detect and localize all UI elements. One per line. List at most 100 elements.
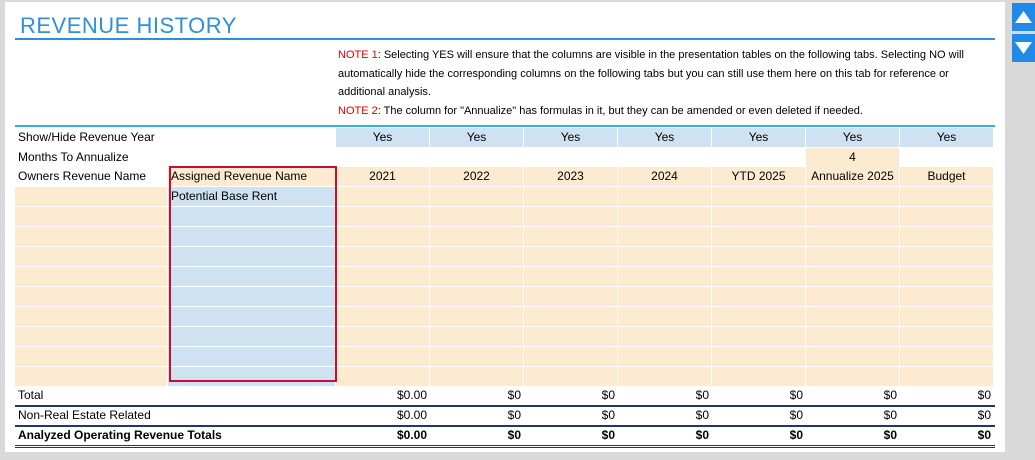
- assigned-name-cell: [168, 207, 335, 226]
- column-header: 2023: [524, 167, 617, 186]
- row-rule: [15, 405, 995, 407]
- total-value: $0.00: [396, 428, 427, 442]
- column-header: YTD 2025: [712, 167, 805, 186]
- data-cell: [430, 327, 523, 346]
- note-label: NOTE 2: [338, 104, 378, 117]
- data-cell: [712, 287, 805, 306]
- data-cell: [524, 327, 617, 346]
- toggle-cell: Yes: [336, 128, 429, 147]
- total-value: $0: [883, 408, 897, 422]
- data-cell: [712, 207, 805, 226]
- data-cell: [336, 267, 429, 286]
- data-cell: [806, 207, 899, 226]
- data-cell: [430, 247, 523, 266]
- total-value: $0.00: [396, 408, 427, 422]
- data-cell: [618, 347, 711, 366]
- row-rule: [15, 445, 995, 446]
- assigned-name-cell: [168, 267, 335, 286]
- data-cell: [900, 327, 993, 346]
- data-cell: [524, 267, 617, 286]
- data-cell: [524, 287, 617, 306]
- total-label: Total: [18, 388, 44, 402]
- data-cell: [900, 207, 993, 226]
- row-rule: [15, 425, 995, 427]
- row-label: Show/Hide Revenue Year: [18, 130, 155, 144]
- data-cell: [806, 247, 899, 266]
- data-cell: [15, 187, 167, 206]
- assigned-name-cell: [168, 287, 335, 306]
- data-cell: [524, 307, 617, 326]
- row-rule: [15, 447, 995, 448]
- data-cell: [900, 187, 993, 206]
- total-value: $0: [695, 428, 709, 442]
- total-value: $0: [789, 408, 803, 422]
- data-cell: [524, 247, 617, 266]
- assigned-name-cell: [168, 247, 335, 266]
- toggle-cell: Yes: [524, 128, 617, 147]
- data-cell: [524, 367, 617, 386]
- data-cell: [712, 347, 805, 366]
- column-header: Assigned Revenue Name: [168, 167, 335, 186]
- data-cell: [430, 207, 523, 226]
- total-value: $0: [977, 428, 991, 442]
- data-cell: [430, 287, 523, 306]
- scroll-down[interactable]: [1012, 34, 1035, 62]
- total-value: $0: [789, 428, 803, 442]
- column-header: 2024: [618, 167, 711, 186]
- data-cell: [336, 367, 429, 386]
- total-value: $0.00: [396, 388, 427, 402]
- data-cell: [15, 287, 167, 306]
- data-cell: [900, 287, 993, 306]
- data-cell: [806, 187, 899, 206]
- total-value: $0: [789, 388, 803, 402]
- selection-box: [169, 166, 337, 382]
- data-cell: [806, 367, 899, 386]
- data-cell: [712, 267, 805, 286]
- row-label: Months To Annualize: [18, 150, 129, 164]
- data-cell: [618, 187, 711, 206]
- data-cell: [806, 307, 899, 326]
- total-value: $0: [977, 408, 991, 422]
- data-cell: [524, 207, 617, 226]
- data-cell: [712, 187, 805, 206]
- data-cell: [806, 287, 899, 306]
- data-cell: [336, 207, 429, 226]
- assigned-name-cell: [168, 307, 335, 326]
- data-cell: [806, 267, 899, 286]
- data-cell: [336, 327, 429, 346]
- sheet: REVENUE HISTORY NOTE 1: Selecting YES wi…: [5, 2, 1005, 452]
- total-value: $0: [601, 428, 615, 442]
- data-cell: [618, 307, 711, 326]
- title: REVENUE HISTORY: [20, 13, 237, 38]
- note: NOTE 2: The column for "Annualize" has f…: [338, 102, 998, 121]
- total-value: $0: [507, 408, 521, 422]
- data-cell: [806, 227, 899, 246]
- data-cell: [15, 247, 167, 266]
- table-rule: [15, 125, 995, 127]
- total-value: $0: [883, 388, 897, 402]
- data-cell: [336, 227, 429, 246]
- data-cell: [430, 187, 523, 206]
- months-cell: 4: [806, 148, 899, 167]
- data-cell: [15, 267, 167, 286]
- column-header: Annualize 2025: [806, 167, 899, 186]
- data-cell: [336, 187, 429, 206]
- scroll-up[interactable]: [1012, 3, 1035, 31]
- data-cell: [15, 227, 167, 246]
- data-cell: [618, 287, 711, 306]
- data-cell: [15, 327, 167, 346]
- total-label: Non-Real Estate Related: [18, 408, 151, 422]
- data-cell: [712, 367, 805, 386]
- assigned-name-cell: Potential Base Rent: [168, 187, 335, 206]
- data-cell: [806, 327, 899, 346]
- data-cell: [618, 247, 711, 266]
- column-header: Budget: [900, 167, 993, 186]
- notes: NOTE 1: Selecting YES will ensure that t…: [338, 46, 998, 120]
- data-cell: [15, 207, 167, 226]
- note-label: NOTE 1: [338, 49, 378, 61]
- data-cell: [524, 227, 617, 246]
- data-cell: [430, 347, 523, 366]
- total-value: $0: [507, 388, 521, 402]
- total-value: $0: [601, 388, 615, 402]
